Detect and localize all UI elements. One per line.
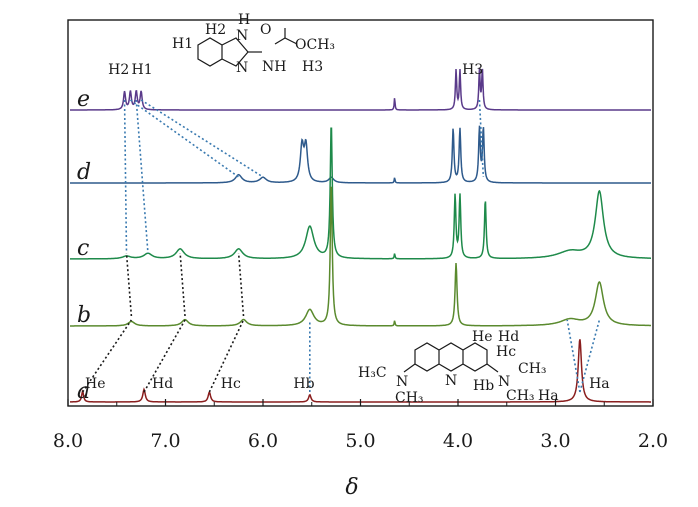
structure-e: H2 H1 H N N O OCH₃ NH H3 <box>172 12 335 76</box>
peak-label: H3 <box>462 62 483 78</box>
struct-a-label: Ha <box>538 388 559 404</box>
struct-a-label: CH₃ <box>395 390 424 406</box>
correlation-guide <box>125 252 133 317</box>
x-tick-label: 2.0 <box>638 430 668 452</box>
x-tick-label: 8.0 <box>53 430 83 452</box>
struct-a-label: Hd <box>498 329 519 345</box>
peak-label: Hd <box>152 376 173 392</box>
trace-label-c: c <box>77 236 89 261</box>
struct-e-label: N <box>236 28 248 44</box>
correlation-guide <box>135 99 149 254</box>
trace-b <box>70 186 651 327</box>
struct-a-label: N <box>396 374 408 390</box>
struct-a-label: N <box>498 374 510 390</box>
struct-e-label: H2 <box>205 22 226 38</box>
struct-e-label: N <box>236 60 248 76</box>
struct-e-label: H3 <box>302 59 323 75</box>
x-tick-label: 5.0 <box>345 430 375 452</box>
spectrum-traces <box>70 67 651 403</box>
trace-e <box>70 67 651 111</box>
correlation-guide <box>140 99 264 178</box>
plot-frame <box>67 19 654 407</box>
trace-label-a: a <box>77 379 90 404</box>
correlation-guide <box>579 319 601 393</box>
struct-e-label: H <box>238 12 250 28</box>
struct-a-label: CH₃ <box>506 388 535 404</box>
correlation-guide <box>478 99 485 178</box>
struct-a-label: CH₃ <box>518 361 547 377</box>
correlation-guide <box>237 252 245 317</box>
correlation-guide <box>123 99 128 254</box>
x-tick-label: 6.0 <box>248 430 278 452</box>
peak-label: Hb <box>293 376 314 392</box>
struct-e-label: NH <box>262 59 286 75</box>
peak-label: Hc <box>221 376 241 392</box>
x-tick-label: 3.0 <box>540 430 570 452</box>
struct-e-label: O <box>260 22 271 38</box>
peak-label: H2 <box>108 62 129 78</box>
trace-label-e: e <box>77 87 90 112</box>
correlation-guide <box>143 319 186 393</box>
x-axis-title: δ <box>345 475 358 500</box>
peak-label: He <box>85 376 106 392</box>
trace-d <box>70 125 651 184</box>
struct-e-label: H1 <box>172 36 193 52</box>
peak-label: H1 <box>132 62 153 78</box>
struct-a-label: H₃C <box>358 365 387 381</box>
trace-label-b: b <box>77 303 91 328</box>
correlation-guide <box>179 252 186 317</box>
struct-e-label: OCH₃ <box>295 37 335 53</box>
trace-c <box>70 127 651 260</box>
peak-label: Ha <box>589 376 610 392</box>
trace-label-d: d <box>77 160 91 185</box>
struct-a-label: N <box>445 373 457 389</box>
x-tick-label: 7.0 <box>150 430 180 452</box>
correlation-guides <box>81 99 601 393</box>
struct-a-label: He <box>472 329 493 345</box>
correlation-guide <box>81 319 133 393</box>
trace-labels: e d c b a <box>77 87 91 404</box>
correlation-guide <box>129 99 240 178</box>
x-tick-label: 4.0 <box>443 430 473 452</box>
x-axis-ticks: 8.0 7.0 6.0 5.0 4.0 3.0 2.0 <box>53 399 668 452</box>
struct-a-label: Hb <box>473 378 494 394</box>
correlation-guide <box>566 319 581 393</box>
structure-a: He Hd Hc CH₃ Hb CH₃ Ha H₃C N N N CH₃ <box>358 329 559 406</box>
struct-a-label: Hc <box>496 344 516 360</box>
